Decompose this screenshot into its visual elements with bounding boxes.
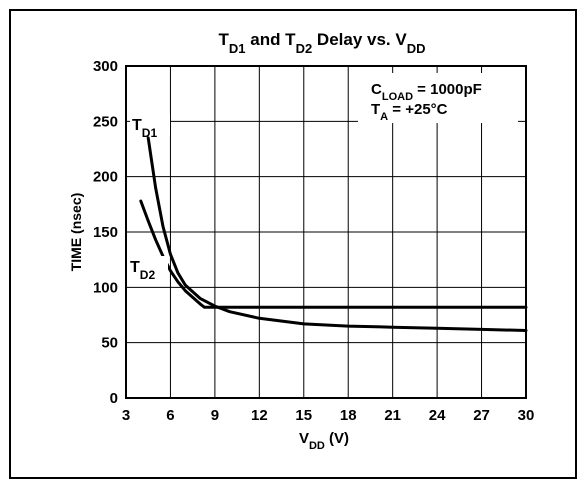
x-tick-label: 15 [295,407,312,424]
x-tick-label: 6 [166,407,174,424]
x-tick-label: 12 [251,407,268,424]
x-tick-label: 27 [473,407,490,424]
x-tick-label: 30 [518,407,535,424]
y-tick-label: 0 [110,390,118,407]
annotation-temp: TA = +25°C [371,101,448,123]
x-tick-label: 9 [211,407,219,424]
td2-label-background [128,256,168,280]
y-tick-label: 250 [93,113,118,130]
y-tick-label: 100 [93,279,118,296]
delay-chart: TD1 and TD2 Delay vs. VDD 3 6 9 12 15 18 21 24 2… [68,30,534,452]
series-line-td1 [146,136,528,332]
td1-label-background [130,114,170,136]
x-tick-label: 3 [122,407,130,424]
series-label-td2: TD2 [130,259,155,282]
x-tick-label: 21 [384,407,401,424]
y-tick-label: 50 [101,335,118,352]
y-axis-label: TIME (nsec) [68,193,84,272]
series-label-td1: TD1 [132,117,157,140]
x-axis-label: VDD (V) [299,430,349,452]
x-tick-label: 18 [340,407,357,424]
annotation-load: CLOAD = 1000pF [371,81,482,103]
chart-title: TD1 and TD2 Delay vs. VDD [219,30,426,56]
y-tick-label: 200 [93,169,118,186]
series-line-td2 [139,199,528,309]
annotation-background [358,73,518,123]
series-lines [139,136,528,332]
y-tick-label: 150 [93,224,118,241]
x-tick-label: 24 [429,407,446,424]
plot-area [125,65,527,399]
y-tick-label: 300 [93,58,118,75]
